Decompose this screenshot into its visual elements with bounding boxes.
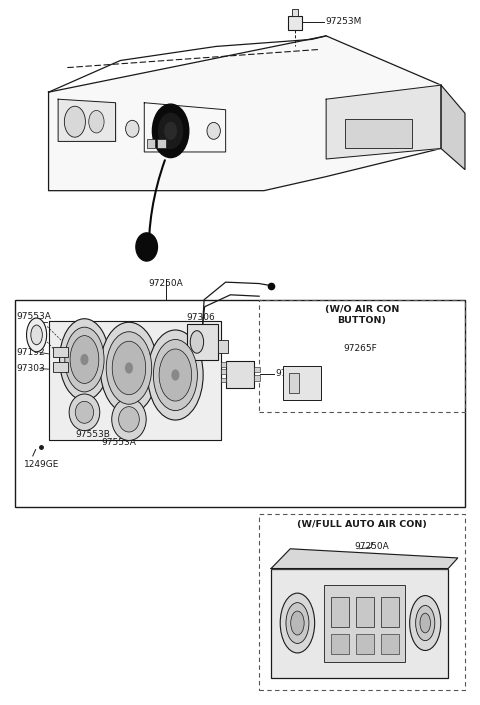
- Text: 97250A: 97250A: [354, 542, 389, 551]
- Bar: [259, 515, 465, 690]
- Ellipse shape: [106, 332, 152, 404]
- Text: 97553A: 97553A: [101, 439, 136, 448]
- Ellipse shape: [60, 319, 109, 400]
- Circle shape: [158, 114, 182, 149]
- Text: 97306: 97306: [186, 312, 215, 321]
- Ellipse shape: [119, 407, 139, 432]
- Ellipse shape: [190, 331, 204, 353]
- Bar: [157, 139, 166, 149]
- Ellipse shape: [291, 611, 304, 635]
- Bar: [331, 634, 349, 654]
- Circle shape: [165, 123, 176, 140]
- Bar: [289, 373, 300, 393]
- Ellipse shape: [26, 318, 47, 352]
- Polygon shape: [271, 548, 458, 568]
- Ellipse shape: [416, 606, 435, 641]
- Ellipse shape: [136, 233, 157, 261]
- Ellipse shape: [100, 322, 157, 414]
- Bar: [259, 300, 465, 412]
- Ellipse shape: [280, 593, 315, 653]
- Text: (W/FULL AUTO AIR CON): (W/FULL AUTO AIR CON): [297, 520, 427, 529]
- Bar: [381, 634, 399, 654]
- Ellipse shape: [420, 613, 431, 633]
- Polygon shape: [58, 99, 116, 142]
- Bar: [288, 16, 302, 30]
- Bar: [331, 597, 349, 627]
- Bar: [271, 568, 448, 678]
- Ellipse shape: [148, 330, 203, 420]
- Text: 97250A: 97250A: [148, 278, 183, 288]
- Bar: [356, 597, 374, 627]
- Bar: [53, 347, 68, 357]
- Text: (W/O AIR CON
BUTTON): (W/O AIR CON BUTTON): [325, 305, 399, 325]
- Bar: [221, 362, 226, 367]
- Bar: [221, 369, 226, 374]
- Bar: [292, 9, 299, 16]
- Text: 97265F: 97265F: [343, 343, 377, 352]
- Bar: [226, 361, 254, 388]
- Circle shape: [64, 106, 85, 137]
- Text: 97553A: 97553A: [16, 312, 51, 321]
- Ellipse shape: [69, 394, 100, 431]
- Ellipse shape: [159, 349, 192, 401]
- Ellipse shape: [286, 603, 309, 644]
- Text: 97192: 97192: [16, 348, 45, 357]
- Polygon shape: [48, 321, 221, 441]
- Circle shape: [172, 370, 179, 380]
- Ellipse shape: [112, 341, 146, 395]
- Ellipse shape: [207, 123, 220, 140]
- Bar: [324, 584, 405, 662]
- Bar: [381, 597, 399, 627]
- Circle shape: [153, 104, 189, 158]
- Bar: [147, 139, 156, 149]
- Text: 97305: 97305: [275, 369, 304, 378]
- Bar: [53, 362, 68, 372]
- Text: 97303: 97303: [16, 364, 45, 373]
- Polygon shape: [326, 85, 441, 159]
- Ellipse shape: [65, 327, 104, 392]
- Bar: [15, 300, 465, 508]
- Polygon shape: [441, 85, 465, 170]
- Bar: [254, 375, 260, 381]
- Bar: [254, 367, 260, 372]
- Circle shape: [89, 111, 104, 133]
- Ellipse shape: [154, 340, 197, 410]
- Circle shape: [81, 355, 88, 364]
- Text: 97253M: 97253M: [325, 18, 361, 26]
- Text: 97553B: 97553B: [75, 430, 110, 439]
- Ellipse shape: [126, 121, 139, 137]
- Polygon shape: [48, 36, 441, 190]
- Circle shape: [126, 363, 132, 373]
- Ellipse shape: [409, 596, 441, 651]
- Ellipse shape: [31, 325, 42, 345]
- Bar: [221, 378, 226, 382]
- Ellipse shape: [75, 401, 94, 423]
- Bar: [187, 324, 218, 360]
- Bar: [345, 119, 412, 149]
- Ellipse shape: [112, 398, 146, 441]
- Bar: [218, 340, 228, 352]
- Ellipse shape: [70, 336, 99, 384]
- Bar: [283, 366, 322, 400]
- Text: 1249GE: 1249GE: [24, 460, 59, 469]
- Bar: [356, 634, 374, 654]
